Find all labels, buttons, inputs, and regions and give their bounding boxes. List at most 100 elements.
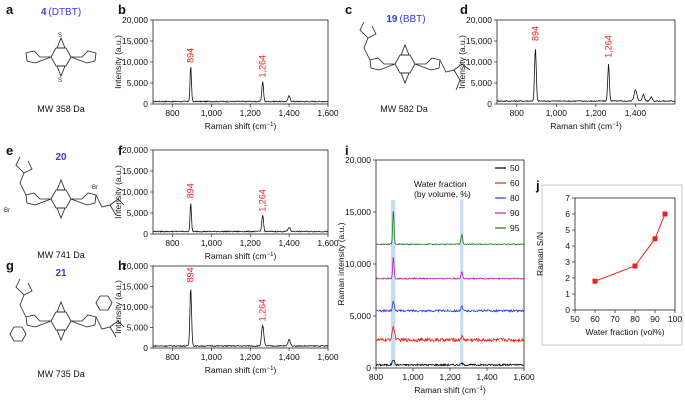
legend-label-50: 50 (510, 163, 520, 173)
compound-4-title: 4 (DTBT) (41, 7, 81, 18)
y-axis-label: Intensity (a.u.) (113, 280, 123, 334)
y-tick-label: 20,000 (122, 15, 148, 25)
x-tick-label: 1,000 (402, 372, 424, 382)
x-tick-label: 100 (668, 314, 682, 324)
x-tick-label: 1,600 (317, 108, 339, 118)
compound-19-mw: MW 582 Da (380, 104, 428, 114)
x-axis-label-end: ) (483, 385, 486, 395)
peak-label: 1,264 (604, 35, 614, 58)
compound-21-title: 21 (55, 268, 67, 279)
compound-20: 20 Br Br MW 741 Da (4, 152, 125, 260)
x-tick-label: 1,400 (278, 108, 300, 118)
y-tick-label: 5,000 (350, 311, 372, 321)
x-tick-label: 1,600 (513, 372, 535, 382)
atom-br-label: Br (4, 208, 10, 214)
panel-letter-h: h (118, 258, 126, 273)
x-axis-label-text: Water fraction (vol%) (585, 327, 664, 337)
panel-letter-b: b (118, 2, 126, 17)
highlight-band (460, 200, 464, 366)
y-tick-label: 6 (565, 209, 570, 219)
panel-letter-c: c (345, 2, 352, 17)
legend-label-95: 95 (510, 223, 520, 233)
y-tick-label: 20,000 (122, 145, 148, 155)
y-tick-label: 0 (366, 363, 371, 373)
x-tick-label: 1,400 (625, 108, 647, 118)
x-tick-label: 1,200 (439, 372, 461, 382)
series-line-95 (375, 211, 524, 246)
x-tick-label: 1,000 (201, 352, 223, 362)
y-tick-label: 10,000 (122, 302, 148, 312)
x-tick-label: 1,400 (278, 238, 300, 248)
y-tick-label: 0 (143, 229, 148, 239)
x-axis-label-end: ) (619, 121, 622, 131)
compound-20-mw: MW 741 Da (37, 250, 85, 260)
x-tick-label: 1,000 (201, 238, 223, 248)
x-axis-label: Raman shift (cm−1) (205, 365, 277, 375)
x-tick-label: 800 (165, 238, 179, 248)
panel-letter-j: j (535, 178, 540, 193)
x-axis-label-text: Raman shift (cm (205, 365, 267, 375)
chart-d: 800 1,000 1,200 1,400 0 5,000 10,000 15,000 20,0… (457, 15, 676, 131)
spectrum-line (152, 289, 329, 348)
y-axis-label: Intensity (a.u.) (113, 165, 123, 219)
legend-title-line-1: Water fraction (414, 179, 467, 189)
y-tick-label: 10,000 (122, 187, 148, 197)
x-axis-label-end: ) (273, 365, 276, 375)
y-tick-label: 0 (143, 99, 148, 109)
plot-frame (152, 265, 329, 349)
y-tick-label: 15,000 (466, 36, 492, 46)
y-axis-label: Raman S/N (535, 232, 545, 276)
chart-h: 800 1,000 1,200 1,400 1,600 0 5,000 10,000 15,00… (113, 261, 339, 375)
spectrum-line (152, 66, 329, 103)
x-tick-label: 800 (369, 372, 383, 382)
y-tick-label: 5,000 (127, 323, 149, 333)
molecule-drawing-19 (359, 21, 471, 91)
x-tick-label: 800 (165, 352, 179, 362)
x-axis-label-sup: −1 (612, 122, 620, 128)
x-tick-label: 1,200 (585, 108, 607, 118)
y-axis-label: Raman intensity (a.u.) (336, 222, 346, 305)
series-line-60 (375, 325, 524, 344)
panel-letter-a: a (6, 2, 14, 17)
peak-label: 894 (186, 48, 196, 63)
peak-label: 1,264 (258, 299, 268, 322)
y-axis-label: Intensity (a.u.) (113, 35, 123, 89)
x-tick-label: 1,200 (240, 352, 262, 362)
compound-4: 4 (DTBT) S S MW 358 Da (25, 7, 97, 114)
sn-point (592, 278, 598, 284)
y-tick-label: 20,000 (345, 155, 371, 165)
y-tick-label: 7 (565, 193, 570, 203)
compound-20-title: 20 (55, 152, 67, 163)
x-tick-label: 1,000 (201, 108, 223, 118)
y-tick-label: 5,000 (471, 78, 493, 88)
x-axis-label: Raman shift (cm−1) (205, 251, 277, 261)
x-axis-label-text: Raman shift (cm (205, 121, 267, 131)
x-tick-label: 1,000 (546, 108, 568, 118)
legend-title-line-2: (by volume, %) (414, 189, 471, 199)
y-tick-label: 2 (565, 273, 570, 283)
atom-br-label: Br (92, 185, 98, 191)
x-tick-label: 800 (510, 108, 524, 118)
chart-i: 800 1,000 1,200 1,400 1,600 0 5,000 10,000 15,00… (336, 155, 535, 395)
compound-4-mw: MW 358 Da (37, 104, 85, 114)
molecule-drawing-4 (25, 36, 97, 78)
x-axis-label-sup: −1 (267, 252, 275, 258)
series-line-90 (375, 257, 524, 281)
sn-point (632, 263, 638, 269)
y-tick-label: 15,000 (345, 207, 371, 217)
chart-j: 50 60 70 80 90 100 0 1 2 3 4 5 6 7 Water fraction (vol… (535, 184, 683, 346)
chart-f: 800 1,000 1,200 1,400 1,600 0 5,000 10,000 15,00… (113, 145, 339, 261)
x-axis-label-sup: −1 (476, 386, 484, 392)
y-tick-label: 1 (565, 289, 570, 299)
x-axis-label-sup: −1 (267, 122, 275, 128)
x-tick-label: 1,200 (240, 108, 262, 118)
x-axis-label: Raman shift (cm−1) (550, 121, 622, 131)
x-axis-label: Raman shift (cm−1) (414, 385, 486, 395)
x-axis-label: Water fraction (vol%) (585, 327, 664, 337)
panel-letter-e: e (6, 143, 13, 158)
peak-label: 894 (186, 183, 196, 198)
sn-point (652, 236, 658, 242)
legend-label-80: 80 (510, 193, 520, 203)
panel-j-border (541, 184, 683, 346)
